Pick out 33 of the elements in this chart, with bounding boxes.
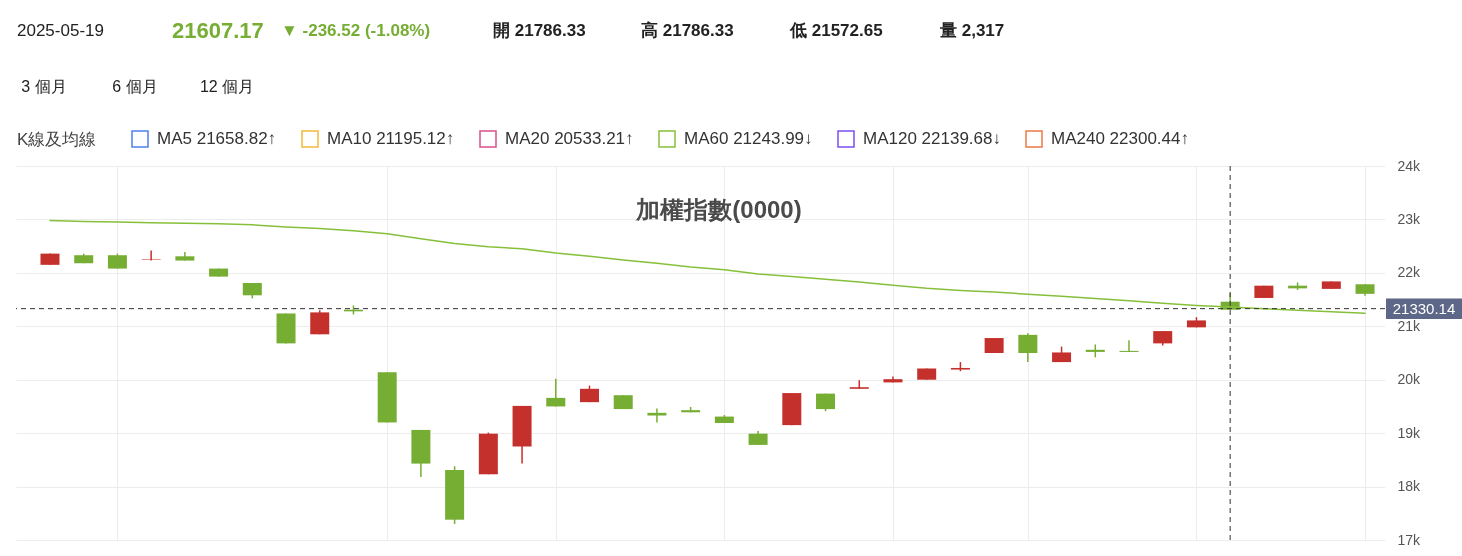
candlestick bbox=[546, 377, 566, 408]
y-tick-label: 20k bbox=[1397, 371, 1422, 388]
ref-line-label: 21330.14 bbox=[1392, 299, 1456, 317]
text: 3 個月 bbox=[21, 78, 67, 95]
legend-label: MA10 21195.12↑ bbox=[327, 129, 455, 148]
y-tick-label: 22k bbox=[1397, 264, 1422, 281]
text: 量 2,317 bbox=[939, 21, 1005, 40]
text: 高 21786.33 bbox=[641, 21, 734, 40]
y-tick-label: 17k bbox=[1397, 531, 1422, 548]
candlestick bbox=[1018, 332, 1038, 363]
candlestick bbox=[1119, 339, 1139, 353]
y-tick-label: 24k bbox=[1397, 157, 1422, 174]
legend-label: MA240 22300.44↑ bbox=[1051, 129, 1189, 148]
candlestick bbox=[647, 407, 667, 424]
y-tick-label: 21k bbox=[1397, 317, 1422, 334]
y-tick-label: 18k bbox=[1397, 478, 1422, 495]
text: 6 個月 bbox=[112, 78, 158, 95]
text: 2025-05-19 bbox=[17, 21, 104, 40]
text: 開 21786.33 bbox=[493, 21, 586, 40]
text: 低 21572.65 bbox=[789, 21, 883, 40]
legend-label: MA120 22139.68↓ bbox=[863, 129, 1001, 148]
legend-label: MA5 21658.82↑ bbox=[157, 129, 277, 148]
candlestick bbox=[310, 309, 330, 336]
candlestick bbox=[141, 249, 161, 262]
text: 12 個月 bbox=[199, 78, 255, 95]
text: ▼ -236.52 (-1.08%) bbox=[281, 21, 431, 40]
text: 21607.17 bbox=[172, 18, 264, 43]
legend-label: MA60 21243.99↓ bbox=[684, 129, 813, 148]
text: 加權指數(0000) bbox=[635, 196, 802, 223]
y-tick-label: 23k bbox=[1397, 210, 1422, 227]
y-tick-label: 19k bbox=[1397, 424, 1422, 441]
legend-title: K線及均線 bbox=[17, 130, 97, 149]
legend-label: MA20 20533.21↑ bbox=[505, 129, 634, 148]
